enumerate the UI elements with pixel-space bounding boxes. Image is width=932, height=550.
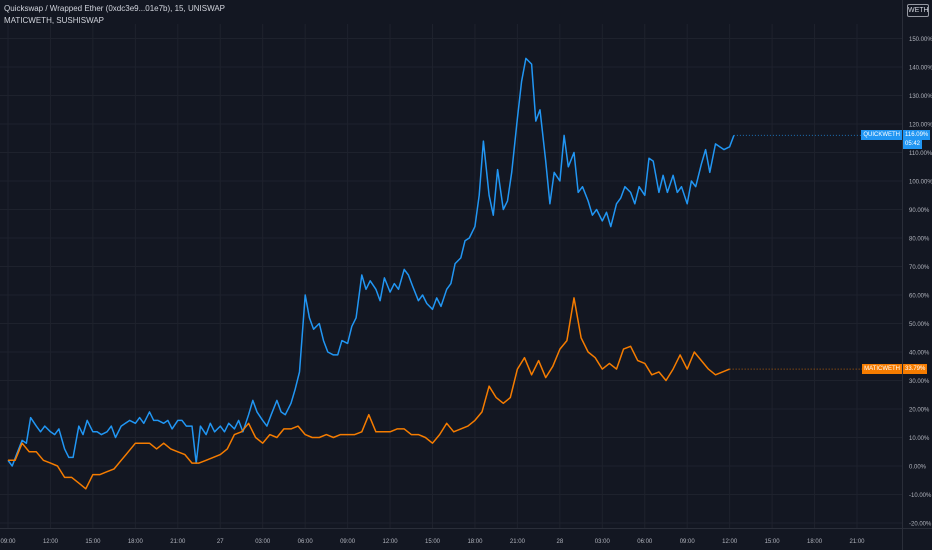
series-2-last-value-tag: 33.79% <box>903 364 928 375</box>
y-tick-label: 0.00% <box>909 465 927 471</box>
y-tick-label: 100.00% <box>909 180 932 186</box>
x-axis: 09:00 12:00 15:00 18:00 21:00 27 03:00 06:00 09:… <box>0 528 932 545</box>
x-tick-label: 27 <box>217 539 224 545</box>
y-tick-label: 90.00% <box>909 208 930 214</box>
y-tick-label: -20.00% <box>909 522 932 528</box>
y-tick-label: 120.00% <box>909 123 932 129</box>
y-tick-label: -10.00% <box>909 493 932 499</box>
x-tick-label: 21:00 <box>170 539 186 545</box>
y-tick-label: 10.00% <box>909 436 930 442</box>
chart-title: Quickswap / Wrapped Ether (0xdc3e9...01e… <box>4 4 225 13</box>
series-line-2 <box>8 297 730 490</box>
chart-grid <box>0 24 902 528</box>
x-tick-label: 18:00 <box>467 539 483 545</box>
y-tick-label: 20.00% <box>909 408 930 414</box>
chart-subtitle: MATICWETH, SUSHISWAP <box>4 16 104 25</box>
x-tick-label: 12:00 <box>43 539 59 545</box>
x-tick-label: 09:00 <box>680 539 696 545</box>
x-tick-label: 06:00 <box>637 539 653 545</box>
y-tick-label: 70.00% <box>909 265 930 271</box>
series-line-1 <box>7 57 735 467</box>
x-tick-label: 03:00 <box>255 539 271 545</box>
x-tick-label: 09:00 <box>0 539 16 545</box>
x-tick-label: 15:00 <box>425 539 441 545</box>
x-tick-label: 03:00 <box>595 539 611 545</box>
y-tick-label: 140.00% <box>909 66 932 72</box>
x-tick-label: 18:00 <box>807 539 823 545</box>
y-tick-label: 30.00% <box>909 379 930 385</box>
y-tick-label: 150.00% <box>909 37 932 43</box>
series-2-axis-name-tag: MATICWETH <box>862 364 902 375</box>
x-tick-label: 09:00 <box>340 539 356 545</box>
x-tick-label: 15:00 <box>765 539 781 545</box>
x-tick-label: 12:00 <box>383 539 399 545</box>
x-tick-label: 12:00 <box>722 539 738 545</box>
chart-series <box>7 57 902 490</box>
x-tick-label: 15:00 <box>85 539 101 545</box>
y-tick-label: 110.00% <box>909 151 932 157</box>
currency-button[interactable]: WETH <box>907 4 929 17</box>
y-tick-label: 40.00% <box>909 351 930 357</box>
y-tick-label: 130.00% <box>909 94 932 100</box>
y-tick-label: 60.00% <box>909 294 930 300</box>
x-tick-label: 06:00 <box>298 539 314 545</box>
x-tick-label: 18:00 <box>128 539 144 545</box>
x-tick-label: 21:00 <box>849 539 865 545</box>
series-1-axis-name-tag: QUICKWETH <box>861 130 902 141</box>
y-tick-label: 50.00% <box>909 322 930 328</box>
series-1-last-value-tag: 116.09% <box>903 130 931 141</box>
x-tick-label: 21:00 <box>510 539 526 545</box>
y-axis: 150.00% 140.00% 130.00% 120.00% 110.00% 100.0… <box>902 0 932 550</box>
y-tick-label: 80.00% <box>909 237 930 243</box>
series-1-countdown-tag: 05:42 <box>903 140 923 150</box>
x-tick-label: 28 <box>557 539 564 545</box>
